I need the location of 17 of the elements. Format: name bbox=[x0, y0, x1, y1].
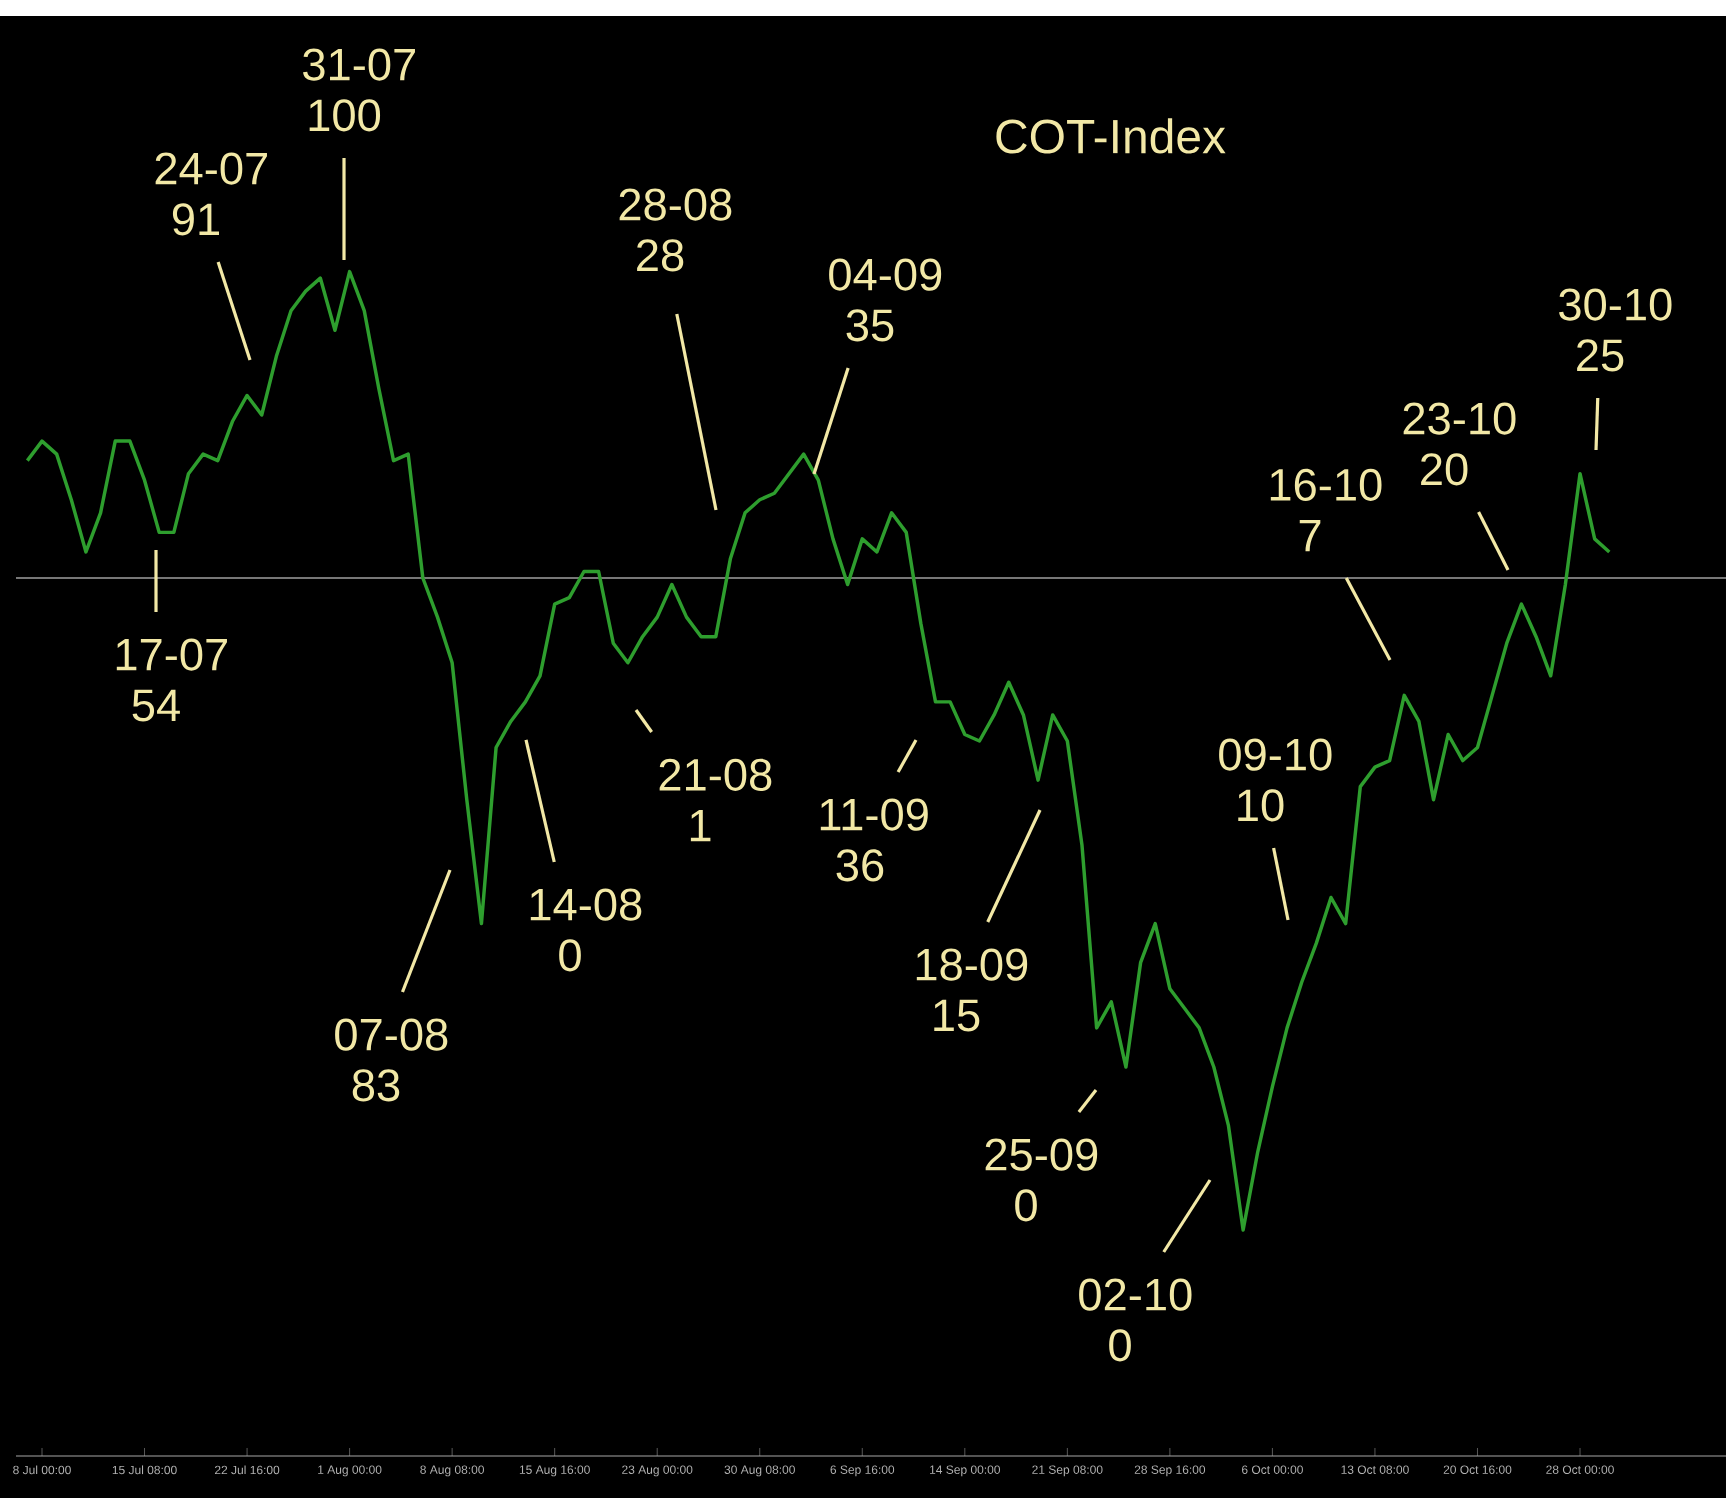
chart-title: COT-Index bbox=[996, 118, 1226, 154]
text: 31-07 100 bbox=[303, 48, 415, 132]
annotation: 07-08 83 bbox=[335, 1018, 448, 1102]
annotation: 30-10 25 bbox=[1559, 288, 1672, 372]
annotation: 23-10 20 bbox=[1403, 402, 1516, 486]
annotation: 04-09 35 bbox=[829, 258, 942, 342]
annotation: 16-10 7 bbox=[1270, 468, 1382, 552]
annotation: 25-09 0 bbox=[985, 1138, 1098, 1222]
annotation: 17-07 54 bbox=[116, 638, 227, 722]
text: 24-07 91 bbox=[155, 152, 267, 236]
annotation: 18-09 15 bbox=[916, 948, 1028, 1032]
annotation: 11-09 36 bbox=[820, 798, 928, 882]
text: 28-08 28 bbox=[619, 188, 732, 272]
annotation: 14-08 0 bbox=[530, 888, 642, 972]
annotation: 21-08 1 bbox=[659, 758, 772, 842]
text: 02-10 0 bbox=[1079, 1278, 1192, 1362]
annotation: 09-10 10 bbox=[1219, 738, 1332, 822]
